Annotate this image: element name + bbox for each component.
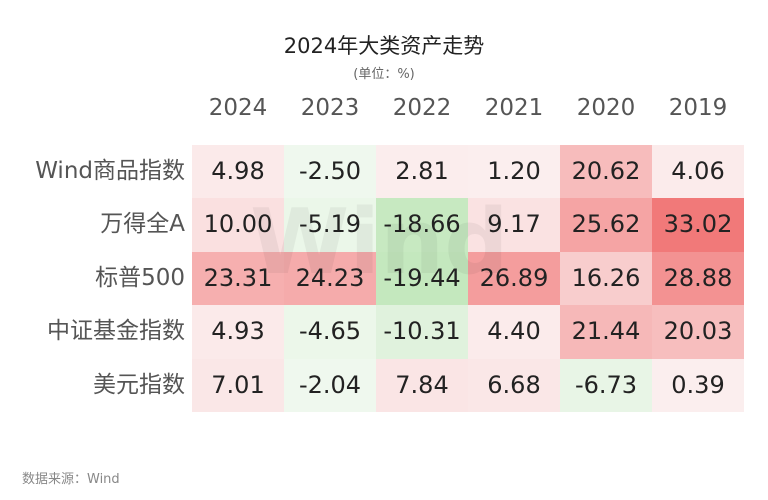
column-header: 2021 (484, 95, 544, 121)
cell: -2.04 (284, 358, 376, 412)
cell: 9.17 (468, 198, 560, 252)
cell: 24.23 (284, 251, 376, 306)
cell: -18.66 (376, 198, 468, 252)
cell: 16.26 (560, 251, 652, 306)
cell: 33.02 (652, 198, 744, 252)
cell: 4.98 (192, 145, 284, 199)
cell: 7.01 (192, 358, 284, 412)
cell: -19.44 (376, 251, 468, 306)
row-label: 万得全A (100, 211, 185, 238)
column-header: 2024 (208, 95, 268, 121)
column-header: 2020 (576, 95, 636, 121)
row-label: 中证基金指数 (47, 318, 185, 345)
cell: 26.89 (468, 251, 560, 306)
column-header: 2023 (300, 95, 360, 121)
cell: 0.39 (652, 358, 744, 412)
column-header: 2019 (668, 95, 728, 121)
row-label: 标普500 (95, 264, 185, 291)
cell: -4.65 (284, 305, 376, 359)
cell: 10.00 (192, 198, 284, 252)
cell: -10.31 (376, 305, 468, 359)
cell: 28.88 (652, 251, 744, 306)
cell: 4.93 (192, 305, 284, 359)
cell: 4.06 (652, 145, 744, 199)
subtitle: (单位：%) (353, 67, 415, 82)
cell: 23.31 (192, 251, 284, 306)
cell: 2.81 (376, 145, 468, 199)
source: 数据来源：Wind (22, 472, 120, 487)
row-label: Wind商品指数 (35, 158, 185, 184)
cell: 7.84 (376, 358, 468, 412)
cell: 21.44 (560, 305, 652, 359)
row-label: 美元指数 (93, 371, 185, 398)
watermark: Wind (250, 190, 509, 295)
cell: 20.03 (652, 305, 744, 359)
cell: 4.40 (468, 305, 560, 359)
cell: 25.62 (560, 198, 652, 252)
cell: 1.20 (468, 145, 560, 199)
column-header: 2022 (392, 95, 452, 121)
title: 2024年大类资产走势 (283, 34, 485, 58)
cell: -5.19 (284, 198, 376, 252)
cell: 6.68 (468, 358, 560, 412)
cell: 20.62 (560, 145, 652, 199)
cell: -6.73 (560, 358, 652, 412)
cell: -2.50 (284, 145, 376, 199)
